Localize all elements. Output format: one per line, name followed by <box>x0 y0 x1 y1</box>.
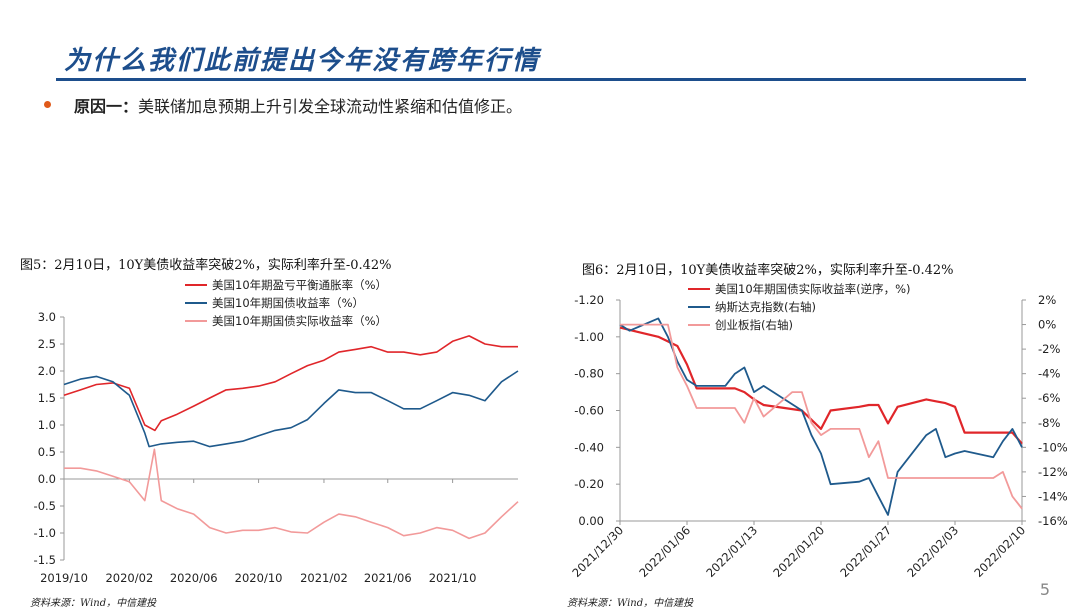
right-tick-label: -12% <box>1038 465 1068 479</box>
x-tick-label: 2021/12/30 <box>569 523 626 580</box>
x-tick-label: 2021/02 <box>300 571 348 585</box>
legend-label-1: 美国10年期国债实际收益率(逆序，%) <box>715 282 911 296</box>
legend-label-3: 创业板指(右轴) <box>715 318 793 332</box>
x-tick-label: 2022/01/27 <box>837 523 894 580</box>
series-line-1 <box>63 335 518 432</box>
bullet-body: 美联储加息预期上升引发全球流动性紧缩和估值修正。 <box>138 97 523 116</box>
left-tick-label: 0.00 <box>578 514 604 528</box>
figure5-source: 资料来源：Wind，中信建投 <box>30 598 157 609</box>
figure6-title: 图6：2月10日，10Y美债收益率突破2%，实际利率升至-0.42% <box>582 263 954 278</box>
bullet-dot-icon <box>44 101 51 108</box>
y-tick-label: 1.0 <box>38 418 56 432</box>
title-rule <box>56 78 1026 81</box>
y-tick-label: -1.0 <box>34 526 56 540</box>
left-tick-label: -0.20 <box>574 477 604 491</box>
right-tick-label: 0% <box>1038 318 1056 332</box>
left-tick-label: -1.20 <box>574 293 604 307</box>
legend-label-2: 纳斯达克指数(右轴) <box>715 300 816 314</box>
legend-label-2: 美国10年期国债收益率（%） <box>212 296 364 310</box>
series-line-1 <box>619 326 1023 445</box>
figure6-source: 资料来源：Wind，中信建投 <box>567 598 694 609</box>
left-tick-label: -1.00 <box>574 330 604 344</box>
right-tick-label: 2% <box>1038 293 1056 307</box>
y-tick-label: 0.5 <box>38 445 56 459</box>
right-tick-label: -8% <box>1038 416 1060 430</box>
x-tick-label: 2021/06 <box>364 571 412 585</box>
x-tick-label: 2020/10 <box>235 571 283 585</box>
left-tick-label: -0.80 <box>574 367 604 381</box>
left-tick-label: -0.40 <box>574 440 604 454</box>
page-number: 5 <box>1039 580 1050 599</box>
x-tick-label: 2022/02/10 <box>971 523 1028 580</box>
x-tick-label: 2022/02/03 <box>904 523 961 580</box>
bullet-label: 原因一： <box>74 97 139 116</box>
x-tick-label: 2022/01/20 <box>770 523 827 580</box>
y-tick-label: 2.0 <box>38 364 56 378</box>
legend-label-3: 美国10年期国债实际收益率（%） <box>212 314 387 328</box>
right-tick-label: -14% <box>1038 489 1068 503</box>
y-tick-label: 3.0 <box>38 310 56 324</box>
x-tick-label: 2020/06 <box>170 571 218 585</box>
right-tick-label: -10% <box>1038 440 1068 454</box>
left-tick-label: -0.60 <box>574 404 604 418</box>
chart-fig5: 3.0 2.5 2.0 1.5 1.0 0.5 0.0 -0.5 -1.0 -1.5 2019/10… <box>34 278 519 585</box>
figure5-title: 图5：2月10日，10Y美债收益率突破2%，实际利率升至-0.42% <box>20 258 392 273</box>
series-line-3 <box>620 323 1023 510</box>
x-tick-label: 2022/01/13 <box>703 523 760 580</box>
right-tick-label: -16% <box>1038 514 1068 528</box>
legend-label-1: 美国10年期盈亏平衡通胀率（%） <box>212 278 387 292</box>
right-tick-label: -4% <box>1038 367 1060 381</box>
x-tick-label: 2019/10 <box>40 571 88 585</box>
x-tick-label: 2021/10 <box>429 571 477 585</box>
series-line-2 <box>63 370 519 448</box>
series-line-2 <box>619 317 1023 516</box>
y-tick-label: -1.5 <box>34 553 56 567</box>
right-tick-label: -2% <box>1038 342 1060 356</box>
y-tick-label: 2.5 <box>38 337 56 351</box>
y-tick-label: -0.5 <box>34 499 56 513</box>
bullet-text: 原因一：美联储加息预期上升引发全球流动性紧缩和估值修正。 <box>74 93 522 117</box>
x-tick-label: 2022/01/06 <box>636 523 693 580</box>
chart-fig6: -1.20 -1.00 -0.80 -0.60 -0.40 -0.20 0.00 2% 0% -2… <box>569 282 1068 580</box>
y-tick-label: 0.0 <box>38 472 56 486</box>
slide-title: 为什么我们此前提出今年没有跨年行情 <box>64 46 541 76</box>
right-tick-label: -6% <box>1038 391 1060 405</box>
y-tick-label: 1.5 <box>38 391 56 405</box>
series-line-3 <box>64 448 519 540</box>
x-tick-label: 2020/02 <box>105 571 153 585</box>
